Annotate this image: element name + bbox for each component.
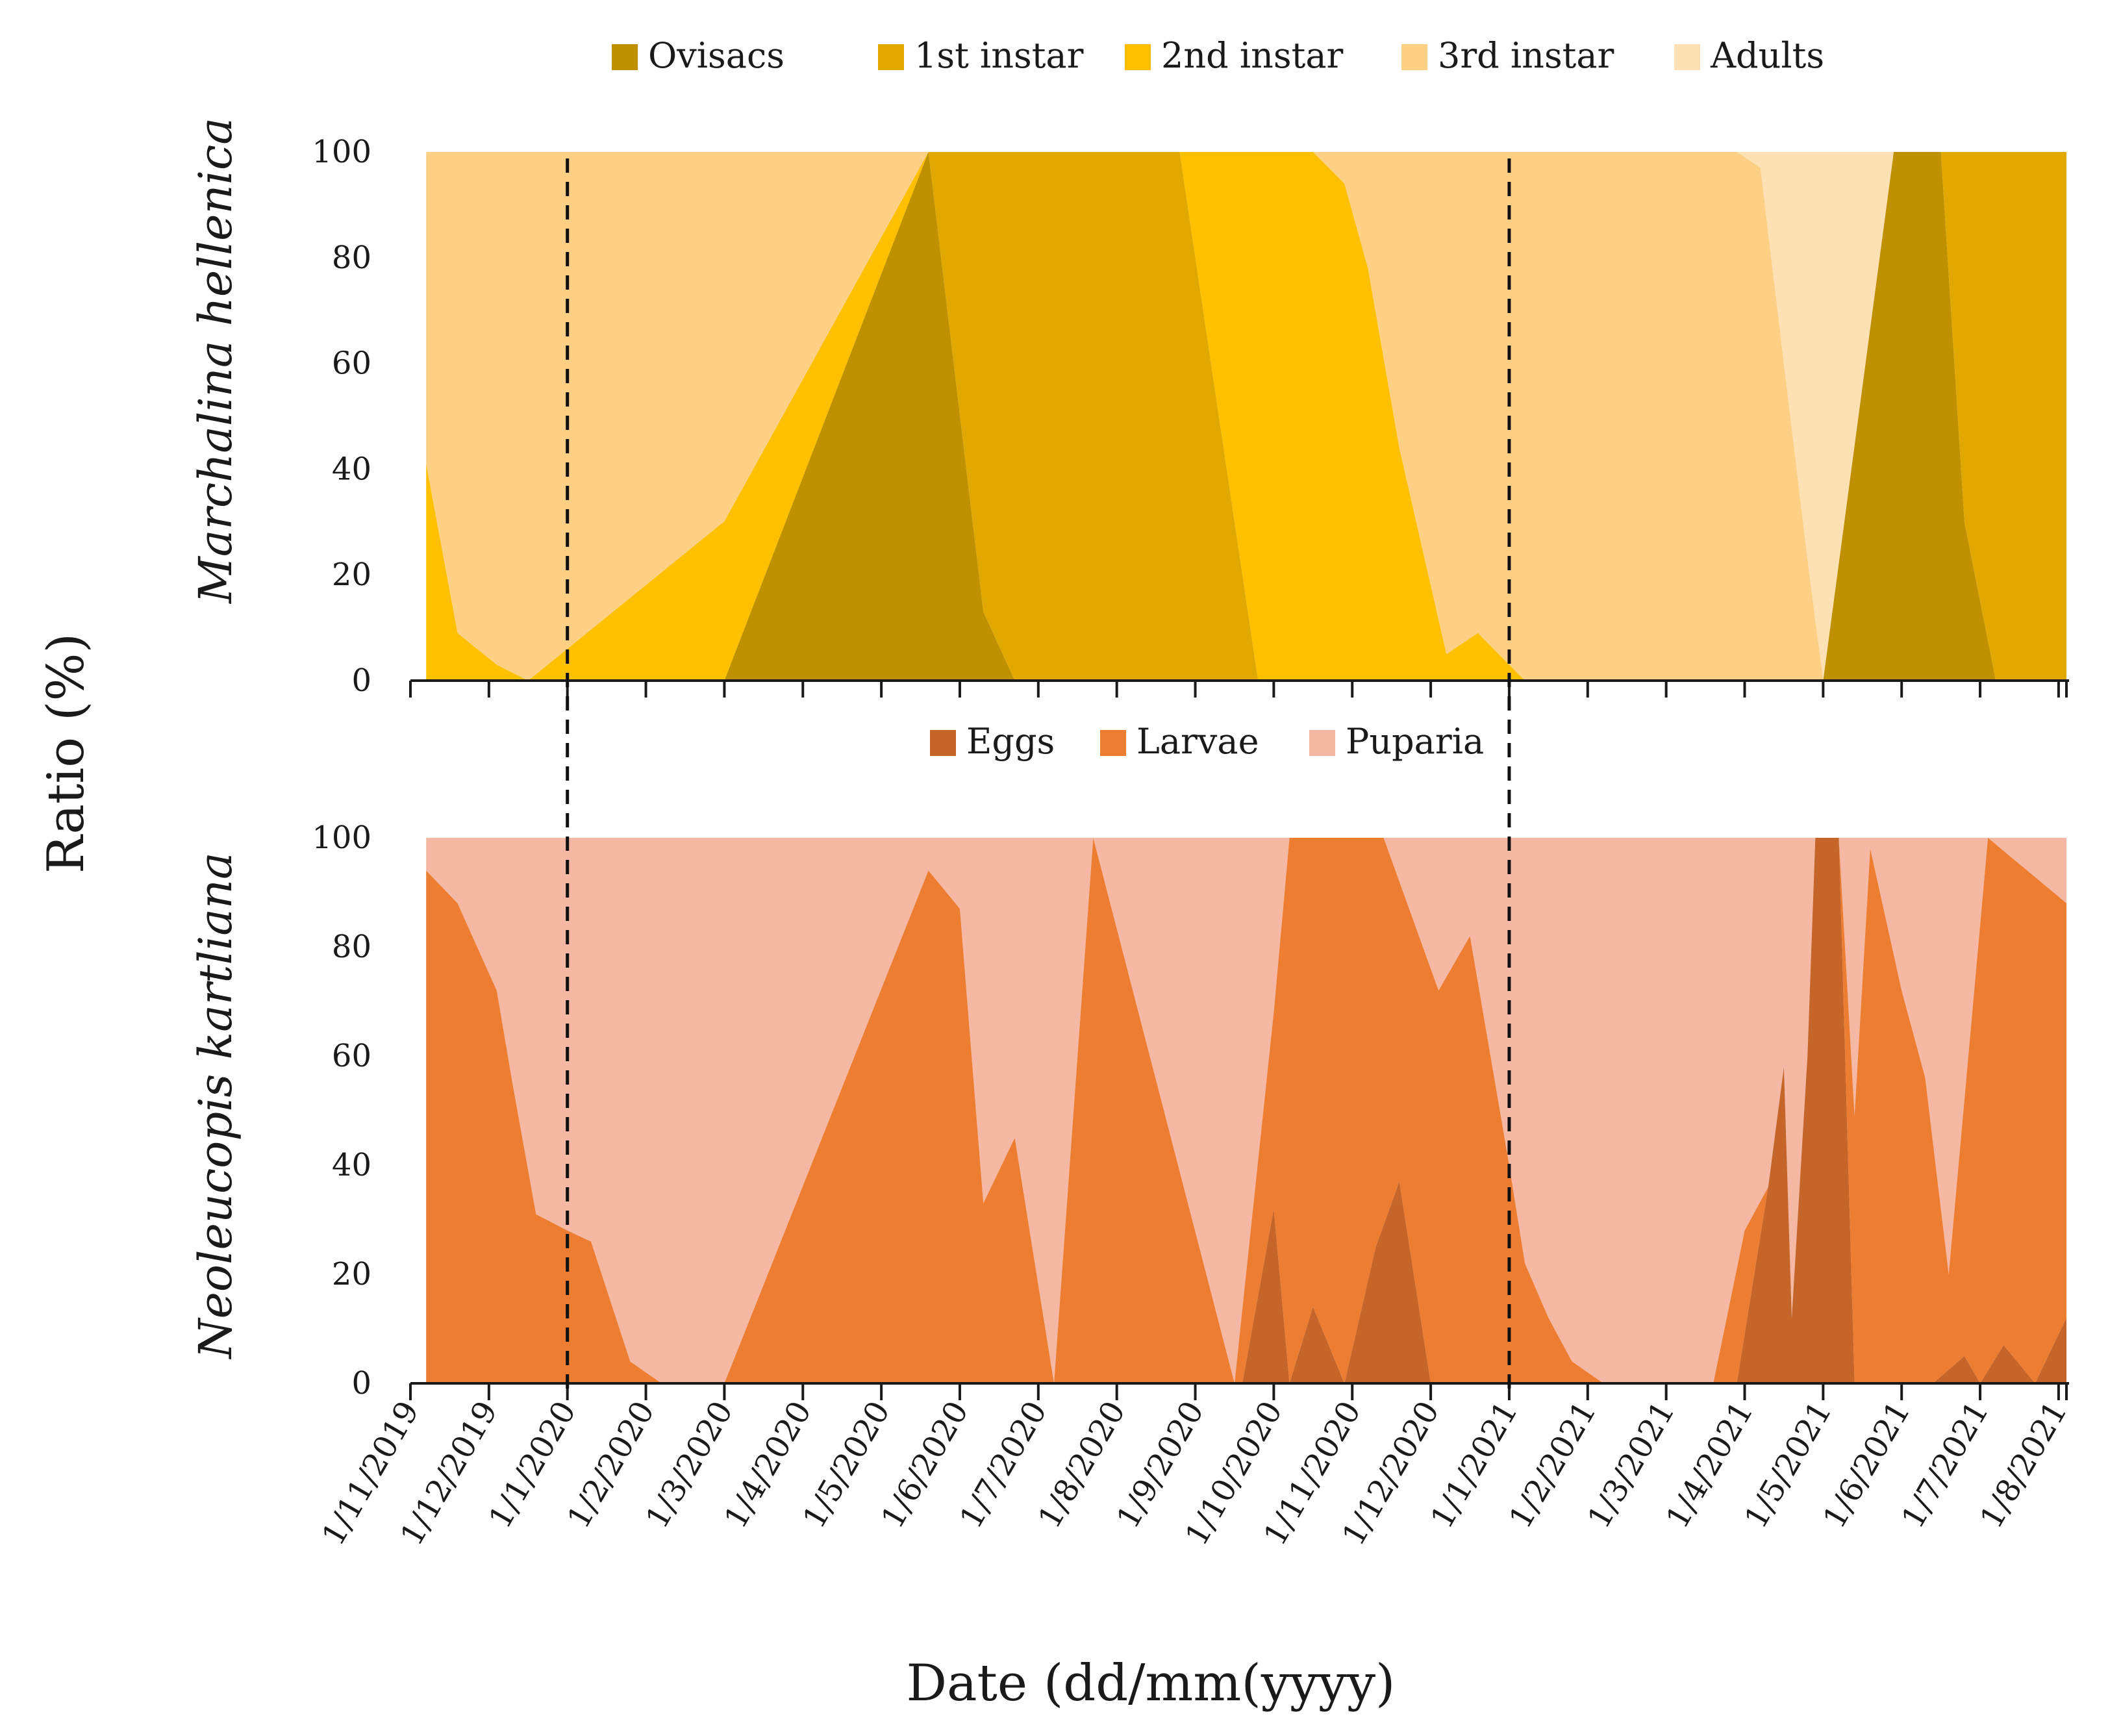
y-tick-label: 100 — [312, 820, 371, 856]
legend-swatch — [878, 44, 904, 70]
legend-top: Ovisacs 1st instar 2nd instar 3rd instar Adu… — [612, 35, 1824, 76]
y-tick-label: 0 — [351, 662, 371, 699]
ylabel-bottom-species: Neoleucopis kartliana — [189, 852, 242, 1360]
y-tick-label: 80 — [332, 240, 371, 276]
x-axis-title: Date (dd/mm(yyyy) — [907, 1654, 1396, 1713]
legend-swatch — [1309, 730, 1335, 756]
legend-label: Puparia — [1346, 721, 1484, 762]
legend-label: 3rd instar — [1438, 35, 1614, 76]
legend-swatch — [1674, 44, 1700, 70]
legend-swatch — [930, 730, 956, 756]
area-series-larvae — [426, 838, 2067, 1383]
legend-swatch — [1100, 730, 1126, 756]
y-tick-label: 80 — [332, 929, 371, 965]
y-tick-label: 0 — [351, 1365, 371, 1402]
legend-label: Adults — [1710, 35, 1824, 76]
y-tick-label: 60 — [332, 346, 371, 382]
area-series-3rd-instar — [426, 152, 2067, 681]
y-tick-label: 100 — [312, 134, 371, 170]
legend-swatch — [1125, 44, 1151, 70]
panel-marchalina: 0 20 40 60 80 100 — [312, 134, 2069, 699]
legend-label: 1st instar — [914, 35, 1084, 76]
legend-label: Ovisacs — [648, 35, 784, 76]
panel-neoleucopis: 0 20 40 60 80 100 — [312, 820, 2069, 1402]
x-axis-ticks: 1/11/20191/12/20191/1/20201/2/20201/3/20… — [315, 1395, 2074, 1552]
y-tick-label: 60 — [332, 1038, 371, 1074]
reference-lines — [566, 158, 1511, 1390]
y-axis-title: Ratio (%) — [37, 633, 95, 874]
legend-swatch — [1401, 44, 1427, 70]
legend-label: 2nd instar — [1161, 35, 1344, 76]
legend-label: Eggs — [966, 721, 1055, 762]
y-tick-label: 20 — [332, 557, 371, 593]
area-series-puparia — [426, 838, 2067, 1383]
legend-swatch — [612, 44, 638, 70]
area-series-2nd-instar — [426, 152, 2067, 681]
legend-bottom: Eggs Larvae Puparia — [930, 721, 1484, 762]
y-tick-label: 40 — [332, 451, 371, 487]
legend-label: Larvae — [1136, 721, 1259, 762]
y-tick-label: 20 — [332, 1256, 371, 1292]
y-tick-label: 40 — [332, 1147, 371, 1183]
area-series-ovisacs — [426, 152, 2067, 681]
ylabel-top-species: Marchalina hellenica — [189, 118, 242, 605]
